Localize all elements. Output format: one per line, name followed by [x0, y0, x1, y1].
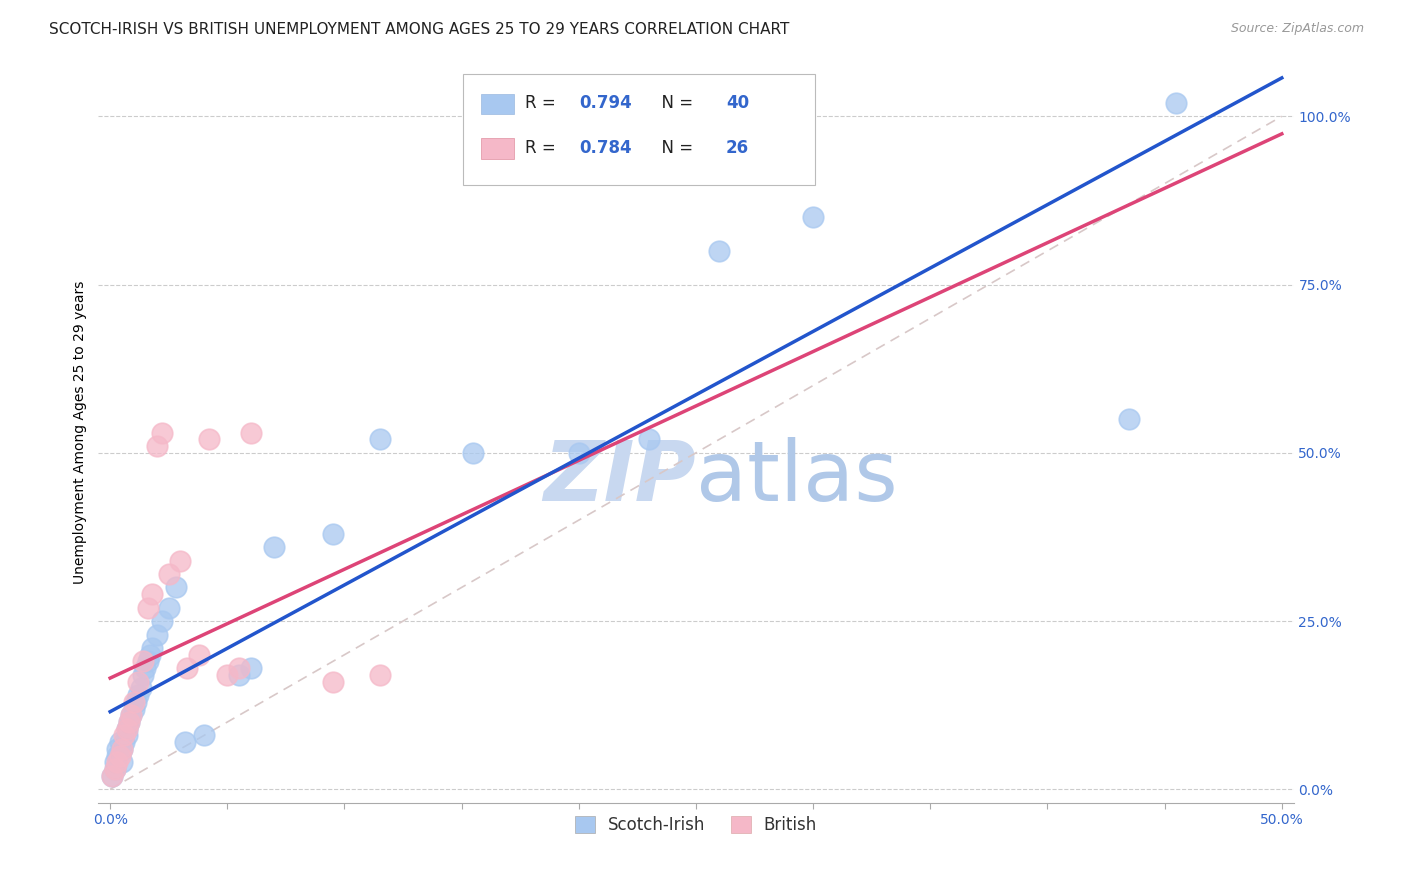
Point — [368, 433, 391, 447]
Point — [141, 640, 163, 655]
Point — [263, 540, 285, 554]
Point — [197, 433, 219, 447]
Point — [112, 735, 135, 749]
Point — [1118, 412, 1140, 426]
Point — [174, 735, 197, 749]
Point — [136, 655, 159, 669]
Point — [118, 714, 141, 729]
Point — [105, 756, 128, 770]
Point — [132, 655, 155, 669]
Point — [105, 742, 128, 756]
Point — [463, 446, 485, 460]
Point — [239, 661, 262, 675]
Point — [217, 668, 239, 682]
Point — [146, 627, 169, 641]
Point — [111, 756, 134, 770]
Point — [146, 439, 169, 453]
Text: 40: 40 — [725, 95, 749, 112]
Point — [709, 244, 731, 258]
Point — [193, 729, 215, 743]
Point — [104, 756, 127, 770]
Legend: Scotch-Irish, British: Scotch-Irish, British — [567, 808, 825, 843]
Point — [150, 614, 173, 628]
Point — [112, 729, 135, 743]
Point — [108, 735, 131, 749]
Point — [127, 688, 149, 702]
Text: SCOTCH-IRISH VS BRITISH UNEMPLOYMENT AMONG AGES 25 TO 29 YEARS CORRELATION CHART: SCOTCH-IRISH VS BRITISH UNEMPLOYMENT AMO… — [49, 22, 790, 37]
Point — [136, 600, 159, 615]
Point — [101, 769, 124, 783]
Point — [101, 769, 124, 783]
Point — [120, 708, 142, 723]
Point — [157, 600, 180, 615]
Point — [801, 211, 824, 225]
Point — [122, 701, 145, 715]
Point — [638, 433, 661, 447]
Point — [111, 742, 134, 756]
Text: atlas: atlas — [696, 436, 897, 517]
Point — [115, 722, 138, 736]
Point — [157, 566, 180, 581]
Point — [141, 587, 163, 601]
Text: N =: N = — [651, 138, 697, 157]
Point — [134, 661, 156, 675]
Point — [150, 425, 173, 440]
Y-axis label: Unemployment Among Ages 25 to 29 years: Unemployment Among Ages 25 to 29 years — [73, 281, 87, 584]
Point — [228, 661, 250, 675]
FancyBboxPatch shape — [463, 73, 815, 185]
Point — [239, 425, 262, 440]
Point — [139, 648, 162, 662]
Text: 26: 26 — [725, 138, 749, 157]
Point — [120, 708, 142, 723]
Text: R =: R = — [524, 95, 561, 112]
Point — [104, 762, 127, 776]
Point — [169, 553, 191, 567]
Text: 0.784: 0.784 — [579, 138, 631, 157]
Point — [368, 668, 391, 682]
Text: 0.794: 0.794 — [579, 95, 631, 112]
Point — [132, 668, 155, 682]
Text: N =: N = — [651, 95, 697, 112]
Point — [115, 722, 138, 736]
Bar — [481, 138, 515, 159]
Point — [104, 762, 127, 776]
Point — [322, 526, 344, 541]
Point — [122, 695, 145, 709]
Text: Source: ZipAtlas.com: Source: ZipAtlas.com — [1230, 22, 1364, 36]
Point — [111, 742, 134, 756]
Point — [108, 748, 131, 763]
Point — [176, 661, 198, 675]
Text: R =: R = — [524, 138, 561, 157]
Point — [568, 446, 591, 460]
Point — [165, 581, 187, 595]
Bar — [481, 94, 515, 114]
Point — [125, 695, 148, 709]
Point — [228, 668, 250, 682]
Point — [322, 674, 344, 689]
Point — [1166, 95, 1188, 110]
Point — [188, 648, 211, 662]
Text: ZIP: ZIP — [543, 436, 696, 517]
Point — [127, 674, 149, 689]
Point — [118, 714, 141, 729]
Point — [115, 729, 138, 743]
Point — [129, 681, 152, 696]
Point — [105, 748, 128, 763]
